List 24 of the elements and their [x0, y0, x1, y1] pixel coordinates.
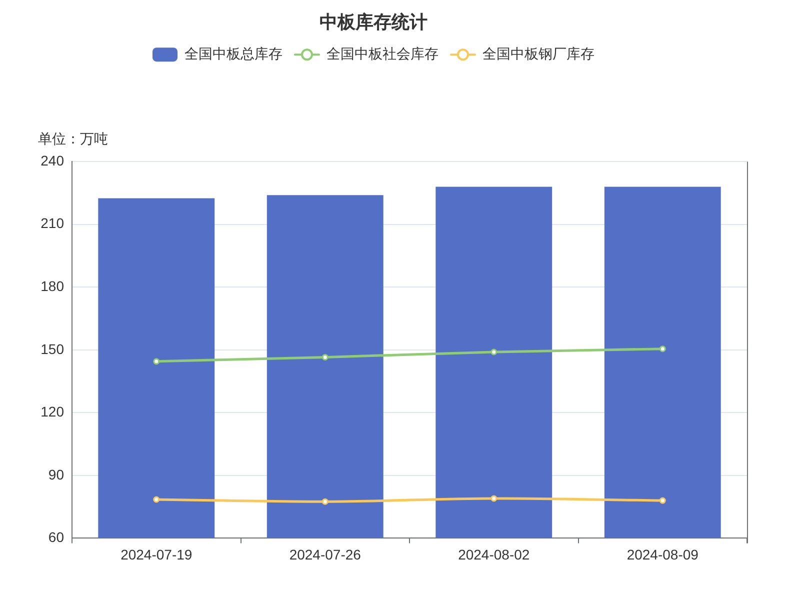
y-tick-label: 150 [40, 340, 64, 357]
point [322, 354, 328, 360]
y-tick-label: 180 [40, 278, 64, 294]
y-tick-label: 60 [48, 529, 64, 546]
x-tick-label: 2024-07-19 [120, 546, 192, 562]
y-tick-label: 90 [48, 466, 64, 482]
point [490, 495, 498, 502]
chart-title: 中板库存统计 [320, 12, 428, 32]
point [153, 496, 160, 503]
y-tick-label: 210 [40, 215, 64, 232]
legend-label: 全国中板钢厂库存 [482, 45, 594, 62]
point [153, 358, 160, 365]
point [322, 498, 328, 505]
point [659, 497, 666, 504]
y-axis-title: 单位：万吨 [38, 130, 108, 146]
legend-label: 全国中板社会库存 [326, 45, 438, 62]
x-tick-label: 2024-08-02 [458, 546, 530, 562]
y-tick-label: 240 [40, 152, 64, 168]
point [659, 346, 666, 352]
x-tick-label: 2024-08-09 [626, 546, 699, 562]
y-tick-label: 120 [40, 404, 64, 420]
legend-label: 全国中板总库存 [184, 45, 282, 62]
x-tick-label: 2024-07-26 [289, 546, 362, 562]
point [490, 348, 498, 356]
